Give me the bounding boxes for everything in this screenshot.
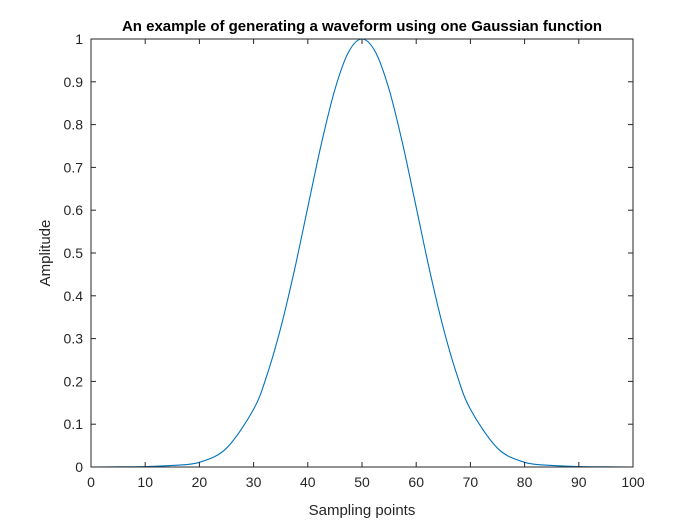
chart-title: An example of generating a waveform usin… bbox=[122, 18, 602, 35]
x-tick-label: 50 bbox=[354, 474, 370, 490]
x-tick-label: 30 bbox=[246, 474, 262, 490]
plot-area bbox=[91, 39, 633, 467]
x-tick-label: 40 bbox=[300, 474, 316, 490]
x-tick-label: 60 bbox=[408, 474, 424, 490]
x-tick-label: 20 bbox=[192, 474, 208, 490]
y-tick-label: 0.6 bbox=[64, 202, 84, 218]
y-tick-label: 0.2 bbox=[64, 373, 84, 389]
y-tick-label: 0.7 bbox=[64, 159, 84, 175]
y-tick-label: 0.9 bbox=[64, 74, 84, 90]
y-axis-label: Amplitude bbox=[37, 220, 54, 287]
x-tick-label: 100 bbox=[621, 474, 645, 490]
x-tick-label: 0 bbox=[87, 474, 95, 490]
ticks-layer: 0 10 20 30 40 50 60 70 80 90 100 0 0.1 0.2 0.3 0.4 0.5 0.… bbox=[64, 31, 645, 490]
y-tick-label: 0.5 bbox=[64, 245, 84, 261]
x-tick-label: 70 bbox=[463, 474, 479, 490]
y-tick-label: 0.4 bbox=[64, 288, 84, 304]
x-tick-label: 90 bbox=[571, 474, 587, 490]
x-axis-label: Sampling points bbox=[309, 502, 416, 519]
x-tick-label: 80 bbox=[517, 474, 533, 490]
y-tick-label: 0.8 bbox=[64, 117, 84, 133]
y-tick-label: 0 bbox=[75, 459, 83, 475]
y-tick-label: 1 bbox=[75, 31, 83, 47]
x-tick-label: 10 bbox=[137, 474, 153, 490]
y-tick-label: 0.1 bbox=[64, 416, 84, 432]
y-tick-label: 0.3 bbox=[64, 331, 84, 347]
